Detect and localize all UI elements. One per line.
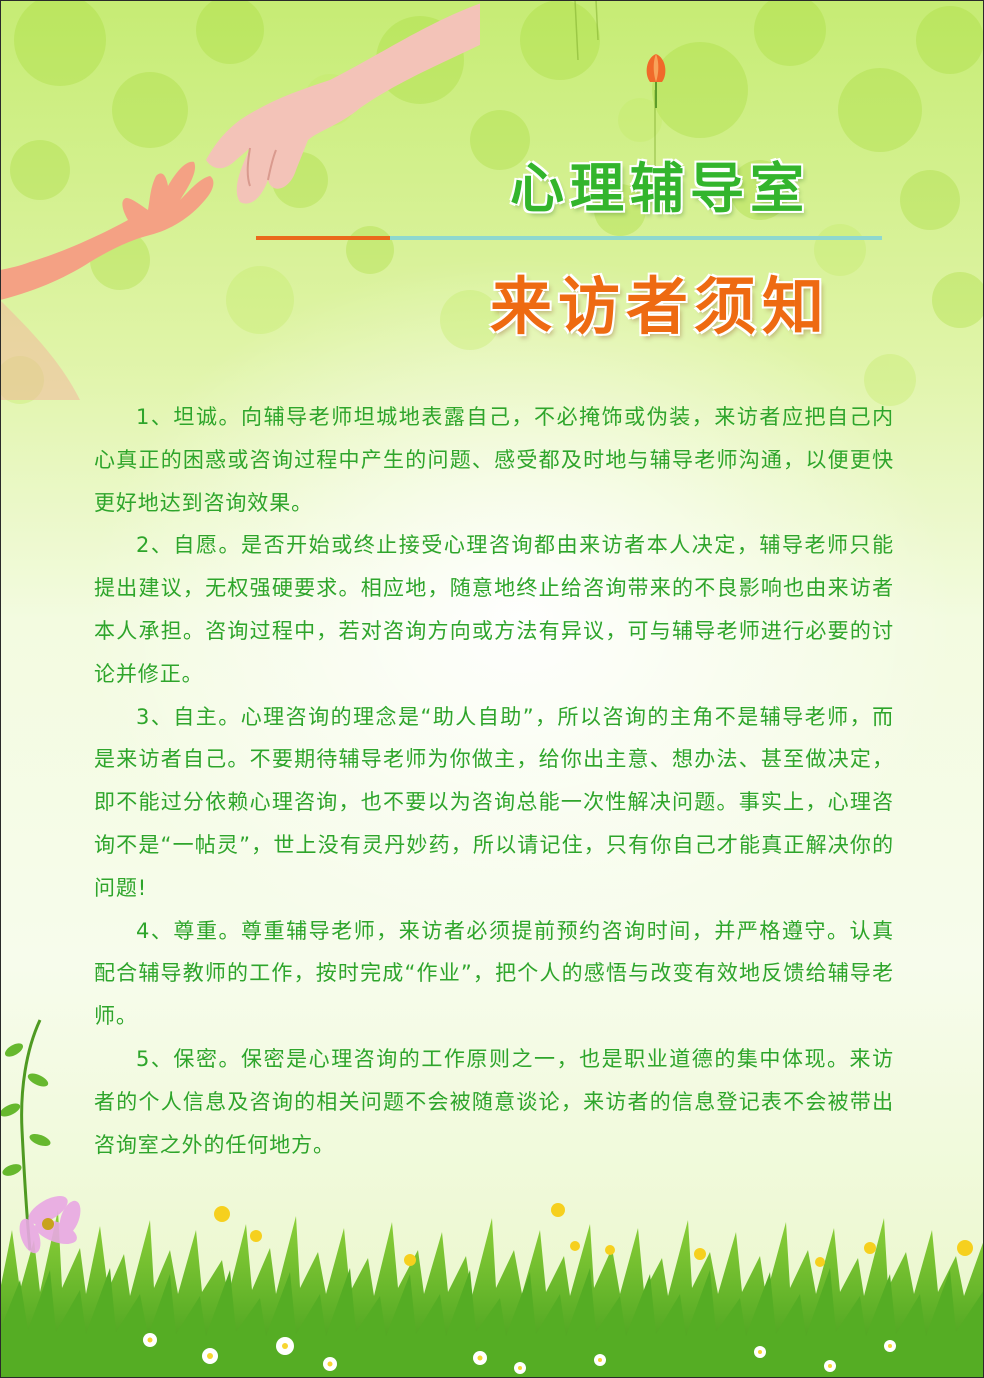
vine-icon	[0, 1019, 51, 1250]
notice-item-sincerity: 1、坦诚。向辅导老师坦城地表露自己，不必掩饰或伪装，来访者应把自己内心真正的困惑…	[94, 405, 894, 515]
tulip-icon	[646, 54, 666, 108]
notice-item-autonomy: 3、自主。心理咨询的理念是“助人自助”，所以咨询的主角不是辅导老师，而是来访者自…	[94, 704, 894, 900]
title-divider-teal	[390, 236, 882, 240]
notice-body: 1、坦诚。向辅导老师坦城地表露自己，不必掩饰或伪装，来访者应把自己内心真正的困惑…	[94, 396, 894, 1166]
title-divider-orange	[256, 236, 390, 240]
notice-item-confidentiality: 5、保密。保密是心理咨询的工作原则之一，也是职业道德的集中体现。来访者的个人信息…	[94, 1046, 894, 1157]
grass-flowers-footer	[0, 1196, 984, 1378]
page-subtitle: 来访者须知	[489, 270, 830, 343]
notice-item-respect: 4、尊重。尊重辅导老师，来访者必须提前预约咨询时间，并严格遵守。认真配合辅导教师…	[94, 918, 894, 1029]
page-title: 心理辅导室	[510, 157, 810, 220]
notice-item-voluntary: 2、自愿。是否开始或终止接受心理咨询都由来访者本人决定，辅导老师只能提出建议，无…	[94, 533, 894, 686]
hands-illustration	[0, 3, 480, 400]
bokeh-background	[0, 0, 984, 406]
